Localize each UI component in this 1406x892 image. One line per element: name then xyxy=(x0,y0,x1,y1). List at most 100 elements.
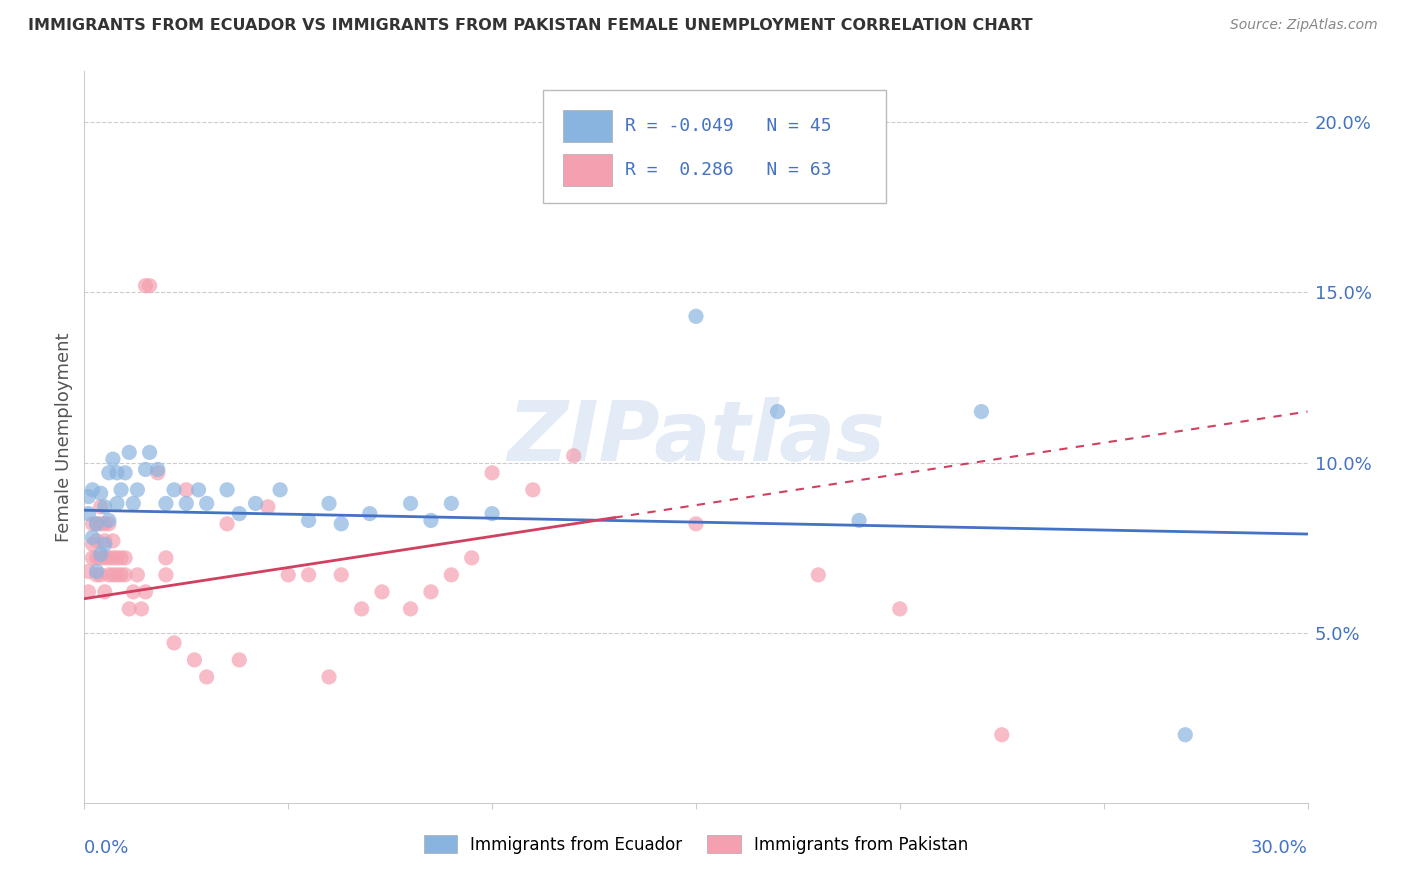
Point xyxy=(146,462,169,476)
FancyBboxPatch shape xyxy=(562,110,612,143)
Point xyxy=(685,516,707,531)
Point xyxy=(146,466,169,480)
Point xyxy=(163,636,186,650)
Point xyxy=(399,496,422,510)
FancyBboxPatch shape xyxy=(562,154,612,186)
Point xyxy=(82,483,104,497)
Point xyxy=(399,602,422,616)
Point xyxy=(807,567,830,582)
Point xyxy=(131,602,153,616)
Point xyxy=(318,670,340,684)
Point xyxy=(155,496,177,510)
Point xyxy=(127,483,149,497)
Point xyxy=(93,533,115,548)
Point xyxy=(420,513,443,527)
Point xyxy=(97,466,120,480)
Point xyxy=(77,585,100,599)
Point xyxy=(97,513,120,527)
Point xyxy=(105,466,128,480)
Point xyxy=(110,483,132,497)
Point xyxy=(359,507,381,521)
Point xyxy=(105,567,128,582)
Point xyxy=(1174,728,1197,742)
Point xyxy=(90,567,112,582)
Point xyxy=(228,507,250,521)
Text: R = -0.049   N = 45: R = -0.049 N = 45 xyxy=(626,117,831,136)
Point xyxy=(277,567,299,582)
Point xyxy=(101,452,124,467)
Point xyxy=(371,585,394,599)
Point xyxy=(93,585,115,599)
Point xyxy=(889,602,911,616)
Point xyxy=(86,550,108,565)
Point xyxy=(101,550,124,565)
Point xyxy=(122,496,145,510)
Point xyxy=(195,670,218,684)
Point xyxy=(217,516,239,531)
Point xyxy=(93,550,115,565)
Point xyxy=(101,533,124,548)
Point xyxy=(114,466,136,480)
Point xyxy=(114,550,136,565)
Point xyxy=(174,496,197,510)
Point xyxy=(118,602,141,616)
Point xyxy=(481,507,503,521)
Point xyxy=(330,516,353,531)
Point xyxy=(562,449,585,463)
Point xyxy=(101,567,124,582)
Point xyxy=(318,496,340,510)
Point xyxy=(93,500,115,514)
Text: IMMIGRANTS FROM ECUADOR VS IMMIGRANTS FROM PAKISTAN FEMALE UNEMPLOYMENT CORRELAT: IMMIGRANTS FROM ECUADOR VS IMMIGRANTS FR… xyxy=(28,18,1033,33)
Point xyxy=(461,550,484,565)
Point xyxy=(991,728,1014,742)
Point xyxy=(77,490,100,504)
Point xyxy=(350,602,373,616)
Point xyxy=(330,567,353,582)
Point xyxy=(127,567,149,582)
Point xyxy=(522,483,544,497)
Point xyxy=(440,496,463,510)
Point xyxy=(86,565,108,579)
Point xyxy=(440,567,463,582)
Point xyxy=(970,404,993,418)
Point xyxy=(82,550,104,565)
Point xyxy=(138,278,160,293)
Point xyxy=(228,653,250,667)
Point xyxy=(93,516,115,531)
Point xyxy=(90,486,112,500)
Point xyxy=(269,483,291,497)
Y-axis label: Female Unemployment: Female Unemployment xyxy=(55,333,73,541)
Point xyxy=(90,550,112,565)
Point xyxy=(114,567,136,582)
Point xyxy=(135,585,157,599)
Point xyxy=(90,516,112,531)
Point xyxy=(183,653,205,667)
Text: ZIPatlas: ZIPatlas xyxy=(508,397,884,477)
Point xyxy=(138,445,160,459)
Point xyxy=(97,516,120,531)
Point xyxy=(86,516,108,531)
Point xyxy=(86,516,108,531)
Point xyxy=(163,483,186,497)
Point xyxy=(118,445,141,459)
Point xyxy=(77,507,100,521)
Point xyxy=(135,462,157,476)
Point xyxy=(298,513,321,527)
Point xyxy=(90,548,112,562)
Point xyxy=(217,483,239,497)
Point xyxy=(97,550,120,565)
Point xyxy=(195,496,218,510)
Point xyxy=(110,567,132,582)
Text: R =  0.286   N = 63: R = 0.286 N = 63 xyxy=(626,161,831,179)
Point xyxy=(105,496,128,510)
Point xyxy=(155,567,177,582)
Text: 0.0%: 0.0% xyxy=(84,839,129,857)
Point xyxy=(77,565,100,579)
Point xyxy=(685,310,707,324)
Point xyxy=(105,550,128,565)
Point xyxy=(848,513,870,527)
Point xyxy=(86,567,108,582)
Text: Source: ZipAtlas.com: Source: ZipAtlas.com xyxy=(1230,18,1378,32)
Point xyxy=(298,567,321,582)
Point xyxy=(122,585,145,599)
